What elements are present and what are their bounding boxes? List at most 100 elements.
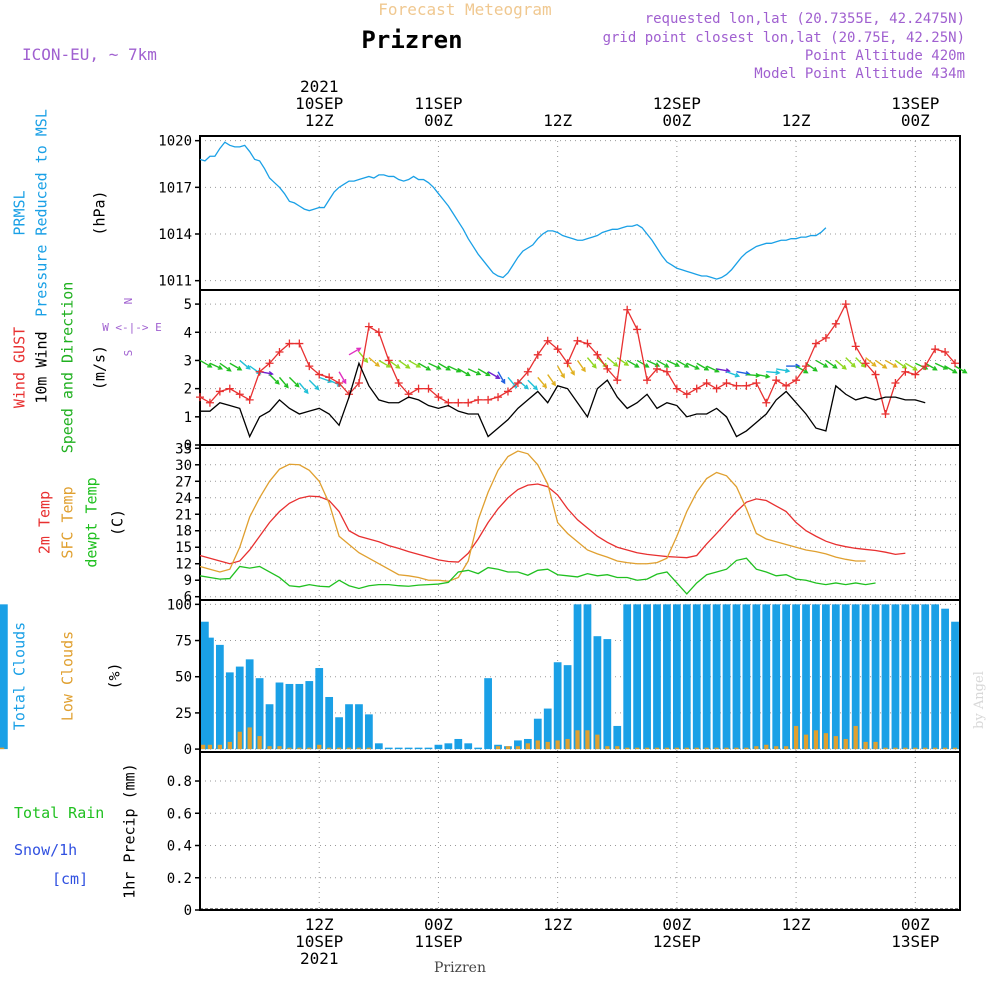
bar-total-clouds (772, 604, 781, 750)
y-tick-label: 0.6 (167, 806, 192, 822)
gust-marker (712, 384, 721, 393)
bar-low-clouds (714, 747, 719, 750)
bar-total-clouds (563, 665, 572, 750)
wind-arrow-shaft (795, 365, 808, 374)
wind-arrow-shaft (368, 357, 380, 367)
watermark: by Angel (972, 671, 987, 729)
bar-total-clouds (583, 604, 592, 750)
gust-marker (474, 395, 483, 404)
bar-low-clouds (0, 747, 5, 750)
bar-total-clouds (265, 704, 274, 750)
ylabel-line: 10m Wind (33, 331, 51, 403)
gust-marker (682, 390, 691, 399)
bar-total-clouds (653, 604, 661, 750)
gust-marker (394, 379, 403, 387)
bar-total-clouds (762, 604, 771, 750)
wind-arrow (239, 359, 251, 370)
wind-arrow-head (500, 378, 506, 385)
wind-arrow (338, 371, 347, 385)
bar-low-clouds (495, 746, 501, 750)
wind-arrow-head (356, 347, 362, 353)
wind-arrow-shaft (378, 359, 391, 368)
wind-arrow (944, 365, 958, 374)
bar-total-clouds (394, 747, 403, 750)
wind-arrow (576, 360, 586, 373)
bar-low-clouds (227, 741, 232, 750)
wind-arrow-head (694, 365, 700, 370)
wind-arrow-head (765, 373, 771, 379)
bar-total-clouds (201, 621, 209, 750)
ylabel-line: 1hr Precip (mm) (121, 763, 139, 898)
wind-arrow-head (405, 364, 411, 369)
wind-arrow-shaft (338, 371, 347, 384)
gust-marker (722, 379, 731, 387)
bottom-time-label: 00Z (424, 915, 453, 934)
wind-arrow-head (775, 370, 781, 376)
wind-arrow-shaft (756, 373, 770, 378)
bottom-time-label: 13SEP (891, 932, 939, 951)
wind-arrow-head (207, 363, 213, 368)
wind-arrow-shaft (924, 362, 937, 371)
bar-total-clouds (732, 604, 741, 750)
wind-arrow-shaft (219, 362, 231, 372)
wind-arrow-shaft (547, 374, 556, 386)
bar-low-clouds (201, 744, 206, 750)
bar-low-clouds (317, 744, 322, 750)
wind-arrow (408, 359, 422, 368)
wind-arrow (815, 359, 829, 368)
gust-marker (503, 387, 512, 396)
bar-low-clouds (933, 747, 938, 750)
gust-marker (434, 393, 443, 402)
bar-total-clouds (742, 604, 751, 750)
wind-arrow (686, 362, 700, 370)
wind-arrow (855, 357, 866, 368)
wind-arrow (557, 365, 565, 379)
y-tick-label: 5 (184, 297, 192, 313)
gust-marker (662, 367, 671, 376)
ylabel-line: Low Clouds (59, 631, 77, 721)
bar-total-clouds (235, 666, 244, 750)
gust-marker (553, 345, 562, 354)
bottom-time-label: 11SEP (414, 932, 462, 951)
y-tick-label: 15 (175, 540, 192, 556)
bar-total-clouds (663, 604, 671, 750)
y-tick-label: 6 (184, 590, 192, 606)
wind-arrow-shaft (805, 362, 818, 372)
gust-marker (364, 322, 373, 331)
gust-marker (931, 345, 940, 354)
gust-marker (633, 325, 642, 334)
bar-total-clouds (593, 636, 602, 750)
wind-arrow-head (850, 362, 856, 368)
wind-arrow-shaft (746, 373, 760, 377)
bottom-time-label: 10SEP (295, 932, 343, 951)
ylabel-line: (C) (109, 509, 127, 536)
wind-arrow (845, 357, 856, 368)
wind-arrow-shaft (467, 368, 481, 376)
wind-arrow (209, 362, 224, 370)
wind-arrow-shaft (944, 365, 957, 374)
wind-arrow-shaft (766, 371, 780, 374)
wind-arrow-head (485, 371, 491, 377)
y-tick-label: 0 (184, 438, 192, 454)
wind-arrow-head (892, 363, 899, 368)
gust-marker (265, 359, 274, 368)
bar-low-clouds (366, 747, 372, 750)
bar-low-clouds (704, 747, 709, 750)
y-tick-label: 0 (184, 742, 192, 758)
wind-arrow-shaft (736, 371, 750, 375)
wind-arrow-head (560, 373, 565, 379)
bar-total-clouds (643, 604, 651, 750)
top-time-label: 12SEP (653, 94, 701, 113)
ylabel-line: Total Rain (14, 804, 104, 822)
bar-total-clouds (533, 718, 542, 750)
bar-low-clouds (525, 743, 530, 750)
bar-low-clouds (903, 747, 908, 750)
bar-total-clouds (255, 678, 264, 750)
bar-total-clouds (841, 604, 850, 750)
panel-frame (199, 135, 961, 291)
wind-arrow (606, 357, 619, 367)
gust-marker (295, 339, 304, 348)
bar-low-clouds (774, 746, 779, 750)
wind-arrow (924, 362, 938, 371)
wind-arrow-head (386, 363, 392, 368)
